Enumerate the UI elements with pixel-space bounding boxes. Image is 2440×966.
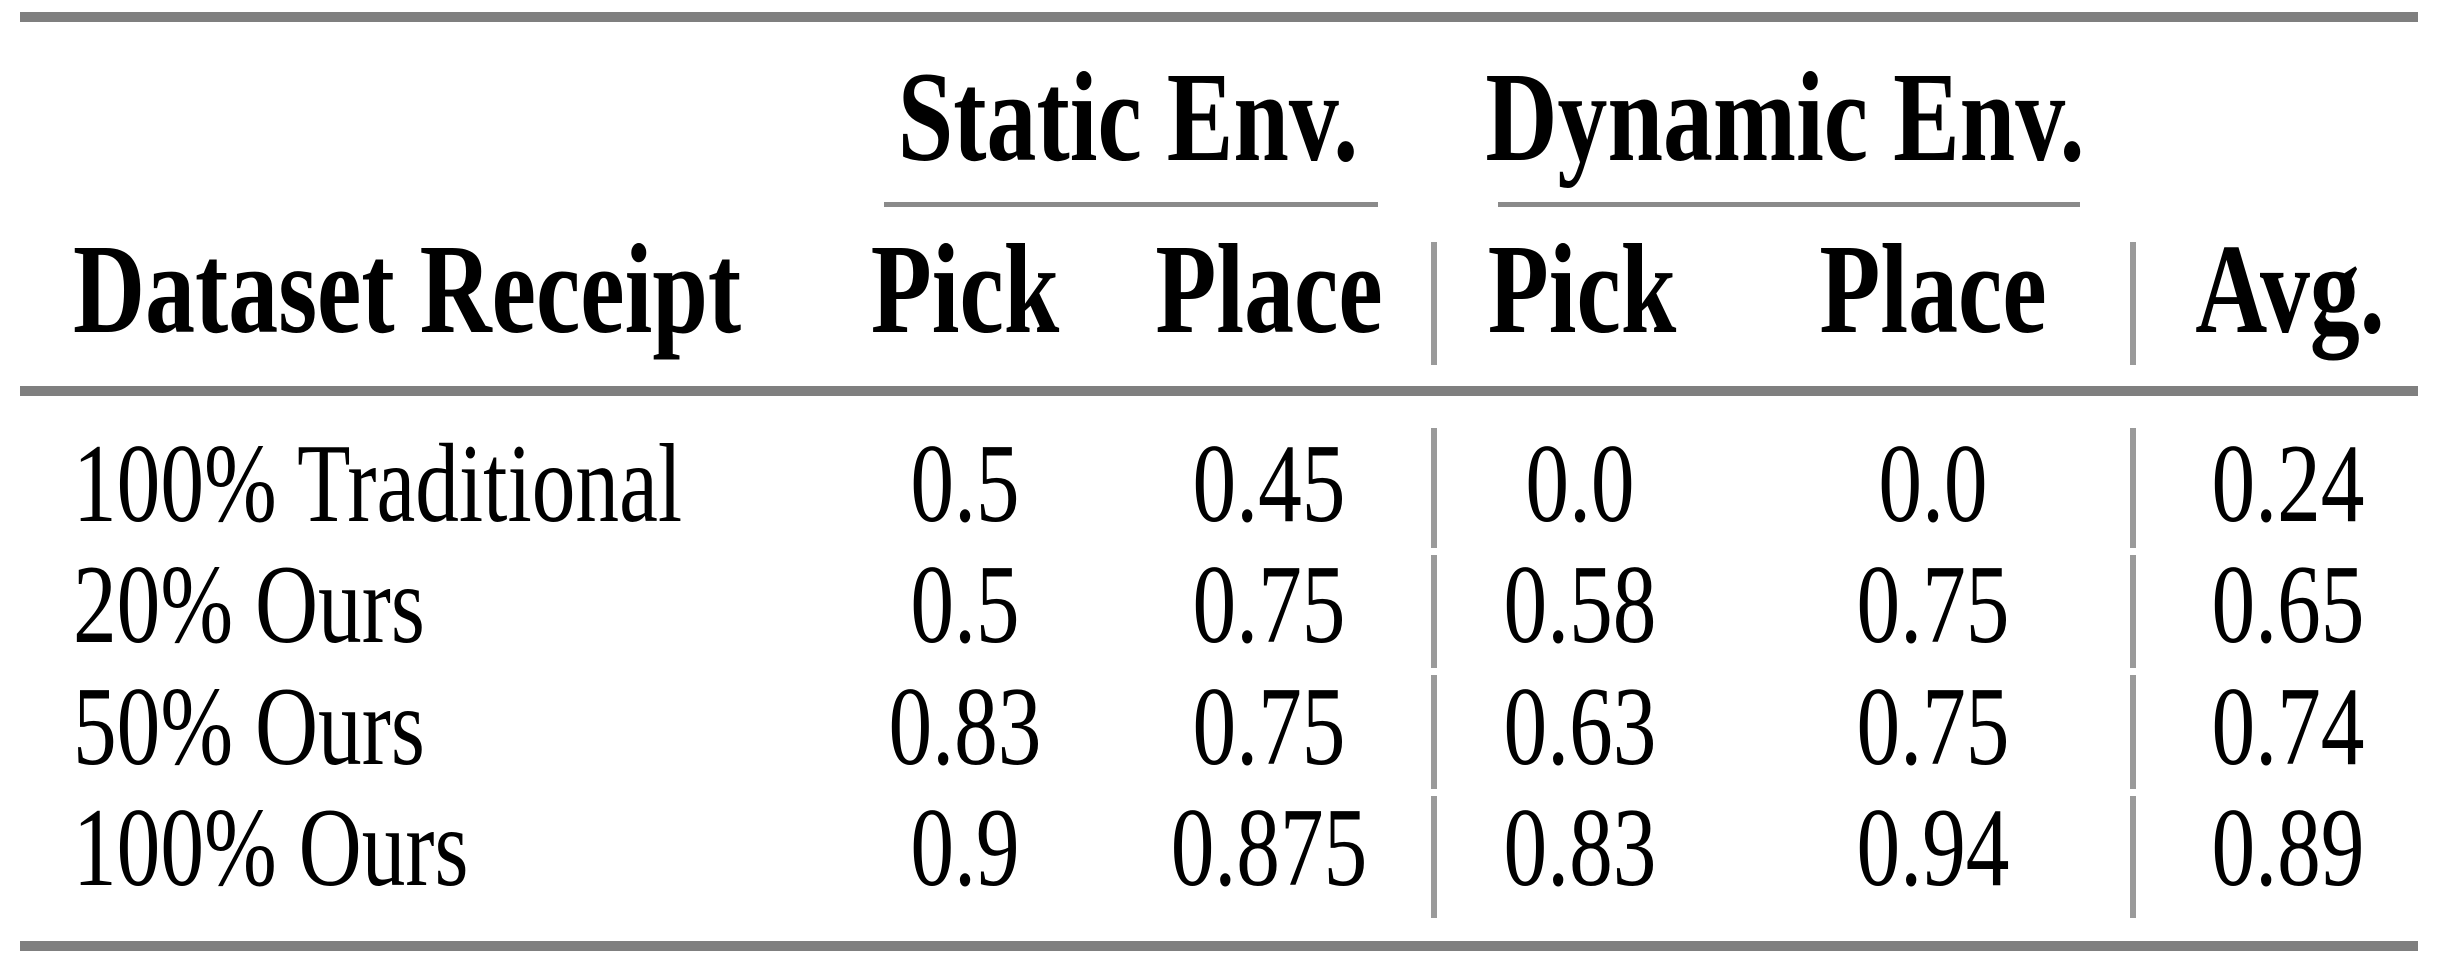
column-header-static-place: Place (1155, 218, 1383, 360)
row-label: 100% Ours (73, 786, 469, 910)
cell-avg: 0.89 (2211, 786, 2365, 910)
row-label: 20% Ours (73, 543, 425, 667)
column-separator-1 (1431, 242, 1437, 365)
cell-static-pick: 0.5 (910, 543, 1020, 667)
cell-dynamic-place: 0.75 (1856, 543, 2010, 667)
cell-dynamic-pick: 0.83 (1503, 786, 1657, 910)
table-bottom-rule (20, 941, 2418, 951)
column-separator-2 (2130, 555, 2136, 668)
cell-dynamic-place: 0.75 (1856, 665, 2010, 789)
cell-avg: 0.24 (2211, 422, 2365, 546)
column-header-dynamic-pick: Pick (1487, 218, 1677, 360)
cell-dynamic-pick: 0.0 (1525, 422, 1635, 546)
cell-static-place: 0.45 (1192, 422, 1346, 546)
column-header-dataset: Dataset Receipt (73, 218, 742, 360)
cell-static-place: 0.75 (1192, 665, 1346, 789)
static-env-underline (884, 202, 1378, 207)
cell-static-place: 0.875 (1170, 786, 1368, 910)
column-separator-1 (1431, 675, 1437, 789)
column-separator-1 (1431, 796, 1437, 918)
column-header-static-pick: Pick (870, 218, 1060, 360)
table-header-rule (20, 386, 2418, 396)
group-header-dynamic-env: Dynamic Env. (1485, 46, 2085, 188)
column-separator-2 (2130, 428, 2136, 548)
table-top-rule (20, 12, 2418, 22)
cell-static-pick: 0.83 (888, 665, 1042, 789)
column-separator-2 (2130, 675, 2136, 789)
cell-avg: 0.74 (2211, 665, 2365, 789)
column-separator-2 (2130, 796, 2136, 918)
column-header-dynamic-place: Place (1819, 218, 2047, 360)
dynamic-env-underline (1498, 202, 2080, 207)
column-header-avg: Avg. (2195, 218, 2385, 360)
column-separator-2 (2130, 242, 2136, 365)
cell-dynamic-place: 0.94 (1856, 786, 2010, 910)
column-separator-1 (1431, 555, 1437, 668)
cell-dynamic-pick: 0.63 (1503, 665, 1657, 789)
cell-dynamic-place: 0.0 (1878, 422, 1988, 546)
row-label: 100% Traditional (73, 422, 683, 546)
cell-static-pick: 0.9 (910, 786, 1020, 910)
cell-static-pick: 0.5 (910, 422, 1020, 546)
group-header-static-env: Static Env. (897, 46, 1359, 188)
cell-avg: 0.65 (2211, 543, 2365, 667)
row-label: 50% Ours (73, 665, 425, 789)
cell-static-place: 0.75 (1192, 543, 1346, 667)
cell-dynamic-pick: 0.58 (1503, 543, 1657, 667)
column-separator-1 (1431, 428, 1437, 548)
